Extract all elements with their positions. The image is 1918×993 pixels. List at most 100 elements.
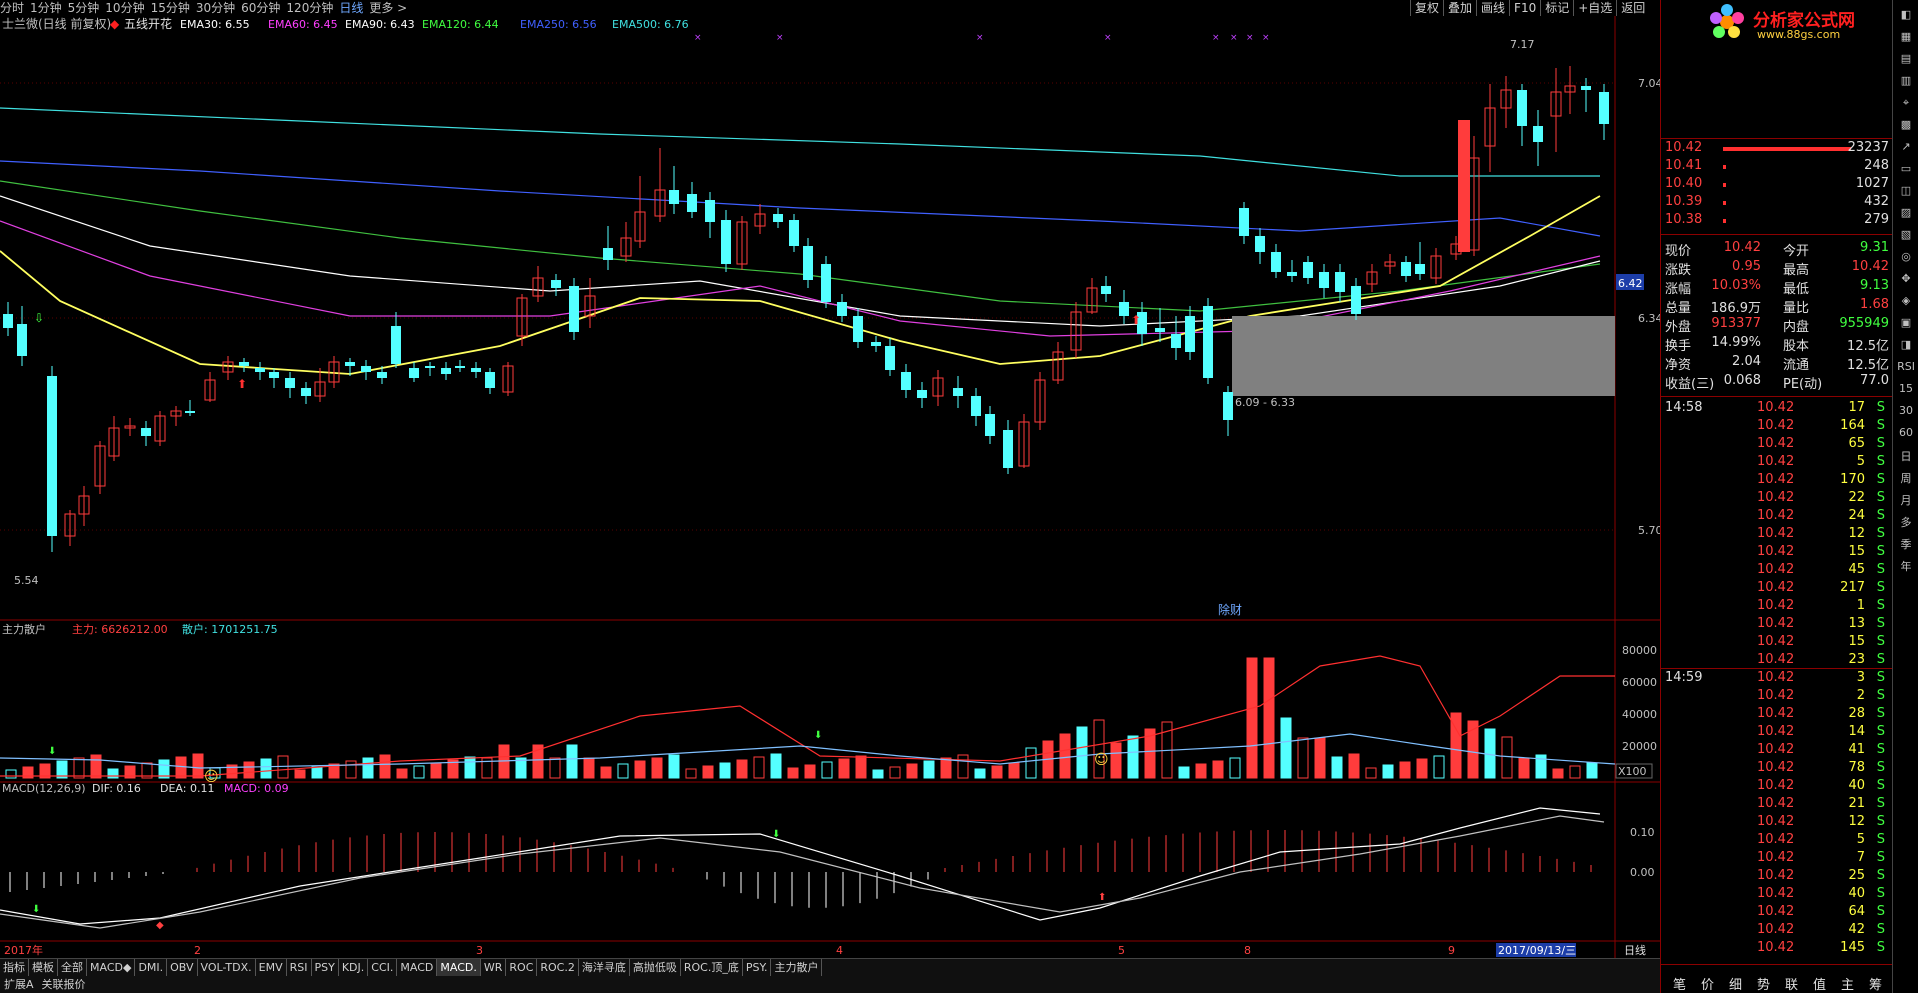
green-arrow-icon: ⬇: [814, 730, 822, 741]
period-tab[interactable]: 更多 >: [369, 1, 408, 15]
quote-footer-tab[interactable]: 主: [1841, 978, 1855, 993]
indicator-tab[interactable]: OBV: [167, 959, 198, 976]
indicator-tab[interactable]: 模板: [29, 959, 58, 976]
quote-footer-tab[interactable]: 细: [1729, 978, 1743, 993]
candle: [1500, 76, 1512, 128]
indicator-tab[interactable]: WR: [481, 959, 507, 976]
tick-price: 10.42: [1757, 544, 1795, 559]
period-tab[interactable]: 分时: [0, 1, 25, 15]
tool-icon[interactable]: ▦: [1900, 30, 1912, 43]
indicator-tab[interactable]: ROC.2: [537, 959, 579, 976]
indicator-tab[interactable]: MACD.: [437, 959, 481, 976]
toolbar-button[interactable]: 返回: [1616, 0, 1649, 16]
tool-icon[interactable]: ◧: [1900, 8, 1912, 21]
extension-tab[interactable]: 扩展A: [4, 978, 34, 991]
candle: [502, 362, 514, 396]
indicator-tab[interactable]: KDJ.: [339, 959, 369, 976]
tick-volume: 45: [1848, 562, 1865, 577]
extension-tab[interactable]: 关联报价: [41, 978, 86, 991]
volume-bar: [107, 768, 119, 779]
tool-icon[interactable]: ◫: [1900, 184, 1912, 197]
ema-label: EMA500: 6.76: [612, 18, 689, 31]
volume-bar: [651, 757, 663, 779]
tool-icon[interactable]: ⌖: [1902, 96, 1910, 109]
period-tab[interactable]: 1分钟: [30, 1, 62, 15]
quote-row: 10.42 5 S: [1665, 832, 1889, 850]
volume-bar: [549, 757, 561, 779]
period-tab[interactable]: 10分钟: [105, 1, 145, 15]
toolbar-button[interactable]: +自选: [1573, 0, 1616, 16]
period-tab[interactable]: 30分钟: [195, 1, 236, 15]
toolbar-button[interactable]: F10: [1509, 0, 1540, 16]
period-tab[interactable]: 5分钟: [67, 1, 100, 15]
quote-footer-tab[interactable]: 筹: [1869, 978, 1883, 993]
quote-footer-tab[interactable]: 势: [1757, 978, 1771, 993]
tool-icon[interactable]: ↗: [1901, 140, 1911, 153]
side-period-button[interactable]: 30: [1899, 404, 1913, 417]
tool-icon[interactable]: ▤: [1900, 52, 1912, 65]
indicator-tab[interactable]: VOL-TDX.: [198, 959, 256, 976]
quote-row: 14:58 10.42 17 S: [1665, 400, 1889, 418]
quote-footer-tab[interactable]: 笔: [1673, 978, 1687, 993]
side-period-button[interactable]: 月: [1900, 494, 1912, 507]
quote-footer-tab[interactable]: 值: [1813, 978, 1827, 993]
toolbar-button[interactable]: 复权: [1410, 0, 1443, 16]
indicator-tab[interactable]: 海洋寻底: [579, 959, 630, 976]
tick-price: 10.42: [1757, 634, 1795, 649]
side-period-button[interactable]: 季: [1900, 538, 1912, 551]
indicator-tab[interactable]: 全部: [58, 959, 87, 976]
indicator-tabs: 指标 模板 全部 MACD◆ DMI. OBV VOL-TDX. EMV RSI PSY KDJ. C…: [0, 958, 1660, 976]
toolbar-button[interactable]: 叠加: [1443, 0, 1476, 16]
indicator-tab[interactable]: 主力散户: [771, 959, 823, 976]
indicator-tab[interactable]: DMI.: [135, 959, 168, 976]
quote-footer-tab[interactable]: 联: [1785, 978, 1799, 993]
tool-icon[interactable]: ◈: [1901, 294, 1911, 307]
tick-side: S: [1876, 742, 1885, 757]
tool-icon[interactable]: ▩: [1900, 118, 1912, 131]
tool-icon[interactable]: ▣: [1900, 316, 1912, 329]
tool-icon[interactable]: ▥: [1900, 74, 1912, 87]
indicator-tab[interactable]: EMV: [256, 959, 287, 976]
side-period-button[interactable]: 60: [1899, 426, 1913, 439]
toolbar-button[interactable]: 标记: [1540, 0, 1573, 16]
quote-row: 10.38 279: [1665, 212, 1889, 230]
indicator-tab[interactable]: 指标: [0, 959, 29, 976]
indicator-tab[interactable]: RSI: [287, 959, 312, 976]
side-period-button[interactable]: 年: [1900, 560, 1912, 573]
indicator-tab[interactable]: 高抛低吸: [630, 959, 681, 976]
logo-flower-icon: [1710, 4, 1744, 38]
period-tab[interactable]: 60分钟: [241, 1, 281, 15]
tool-icon[interactable]: ▨: [1900, 206, 1912, 219]
tool-icon[interactable]: ▧: [1900, 228, 1912, 241]
toolbar-button[interactable]: 画线: [1476, 0, 1509, 16]
tool-icon[interactable]: ✥: [1901, 272, 1911, 285]
volume-bar: [345, 760, 357, 779]
indicator-tab[interactable]: PSY.: [743, 959, 772, 976]
volume-bar: [1008, 762, 1020, 779]
quote-footer-tab[interactable]: 价: [1701, 978, 1715, 993]
candle: [328, 356, 340, 388]
indicator-tab[interactable]: ROC.顶_底: [681, 959, 743, 976]
indicator-tab[interactable]: MACD: [397, 959, 438, 976]
tool-icon[interactable]: ▭: [1900, 162, 1912, 175]
indicator-tab[interactable]: MACD◆: [87, 959, 136, 976]
green-arrow-icon: ⬇: [48, 746, 56, 757]
side-period-button[interactable]: RSI: [1897, 360, 1915, 373]
indicator-tab[interactable]: CCI.: [368, 959, 398, 976]
x-axis-label: 5: [1118, 944, 1125, 957]
price-tick-label: 5.70: [1638, 524, 1660, 537]
indicator-tab[interactable]: PSY: [312, 959, 339, 976]
side-period-button[interactable]: 多: [1900, 516, 1912, 529]
period-tab[interactable]: 120分钟: [286, 1, 334, 15]
indicator-tab[interactable]: ROC: [506, 959, 538, 976]
side-period-button[interactable]: 周: [1900, 472, 1912, 485]
candle: [1119, 290, 1129, 324]
period-tab[interactable]: 15分钟: [150, 1, 190, 15]
tool-icon[interactable]: ◎: [1901, 250, 1911, 263]
side-period-button[interactable]: 15: [1899, 382, 1913, 395]
smile-icon: ☺: [1094, 752, 1109, 768]
side-period-button[interactable]: 日: [1900, 450, 1912, 463]
tool-icon[interactable]: ◨: [1900, 338, 1912, 351]
period-tab[interactable]: 日线: [339, 1, 364, 15]
